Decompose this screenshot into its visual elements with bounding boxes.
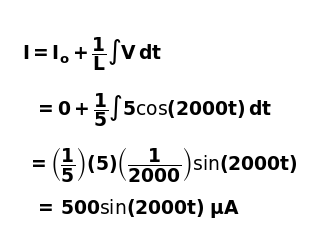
Text: $\mathbf{{=}0 + \dfrac{1}{5}\int 5\cos(2000t)\,dt}$: $\mathbf{{=}0 + \dfrac{1}{5}\int 5\cos(2… — [34, 91, 272, 129]
Text: $\mathbf{{=}\,500\sin(2000t)\;\mu A}$: $\mathbf{{=}\,500\sin(2000t)\;\mu A}$ — [34, 197, 240, 220]
Text: $\mathbf{{=}\left(\dfrac{1}{5}\right)(5)\left(\dfrac{1}{2000}\right)\sin(2000t)}: $\mathbf{{=}\left(\dfrac{1}{5}\right)(5)… — [27, 145, 298, 184]
Text: $\mathbf{I{=}I_o + \dfrac{1}{L}\int V\,dt}$: $\mathbf{I{=}I_o + \dfrac{1}{L}\int V\,d… — [22, 35, 162, 73]
